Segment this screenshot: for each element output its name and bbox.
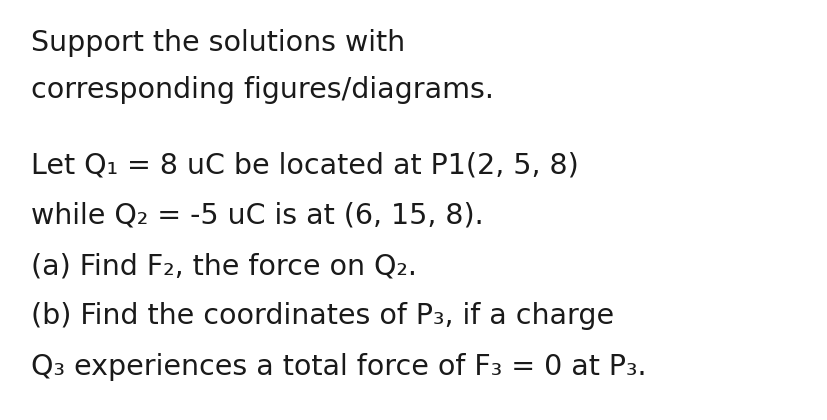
Text: corresponding figures/diagrams.: corresponding figures/diagrams.: [31, 76, 494, 104]
Text: while Q₂ = -5 uC is at (6, 15, 8).: while Q₂ = -5 uC is at (6, 15, 8).: [31, 202, 484, 230]
Text: Q₃ experiences a total force of F₃ = 0 at P₃.: Q₃ experiences a total force of F₃ = 0 a…: [31, 353, 647, 381]
Text: (a) Find F₂, the force on Q₂.: (a) Find F₂, the force on Q₂.: [31, 252, 417, 280]
Text: Support the solutions with: Support the solutions with: [31, 29, 405, 58]
Text: (b) Find the coordinates of P₃, if a charge: (b) Find the coordinates of P₃, if a cha…: [31, 302, 614, 331]
Text: Let Q₁ = 8 uC be located at P1(2, 5, 8): Let Q₁ = 8 uC be located at P1(2, 5, 8): [31, 151, 579, 179]
